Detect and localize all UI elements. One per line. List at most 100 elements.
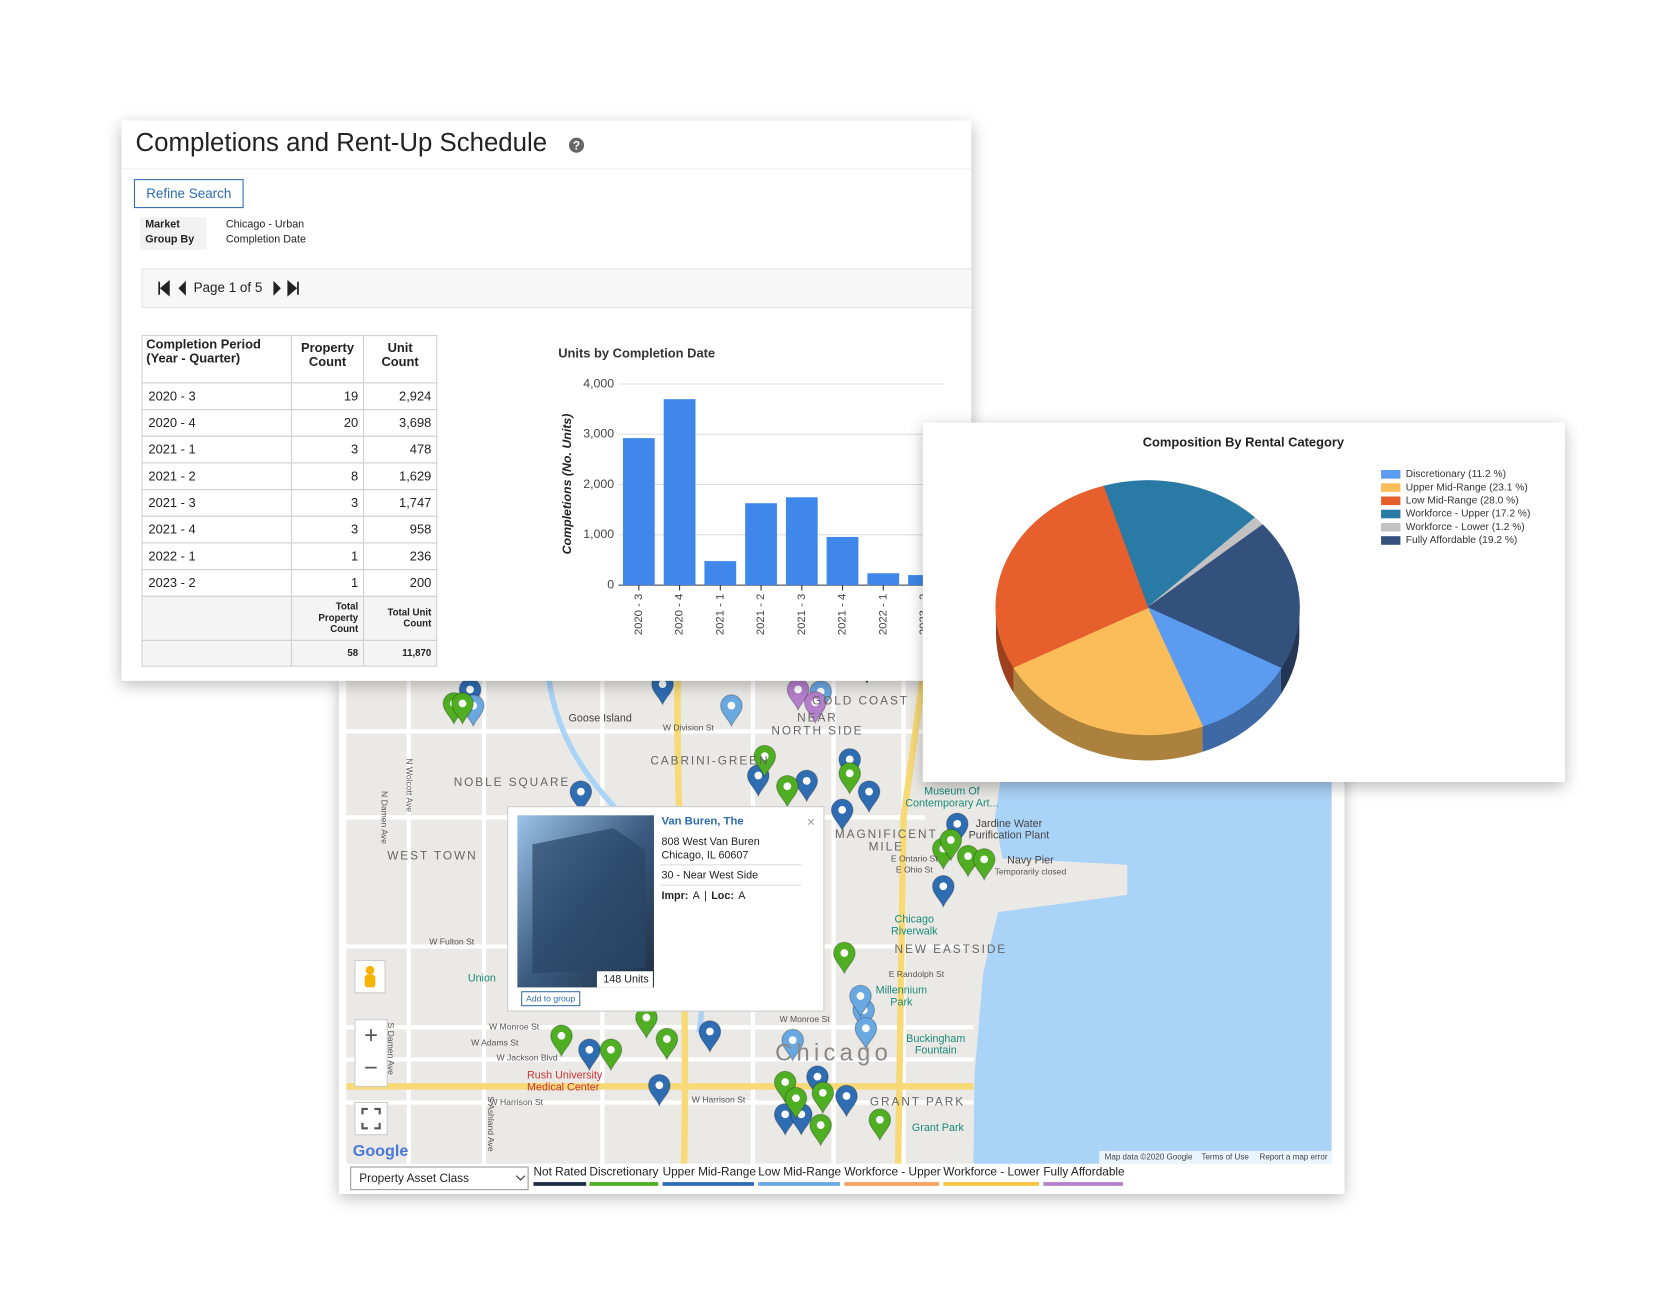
refine-label[interactable]: Refine Search: [146, 186, 231, 201]
map-pin[interactable]: [651, 675, 674, 706]
zoom-in[interactable]: +: [364, 1023, 378, 1049]
x-tick-label: 2020 - 3: [633, 594, 645, 635]
popup-close[interactable]: ×: [807, 814, 815, 830]
page-title: Completions and Rent-Up Schedule: [136, 129, 548, 157]
rating-part: |: [704, 890, 707, 902]
attribution-bg: [1099, 1150, 1332, 1164]
popup-name[interactable]: Van Buren, The: [661, 816, 743, 828]
map-label: Chicago: [895, 913, 934, 925]
table-cell: [141, 382, 293, 411]
map-label: NEAR: [797, 711, 838, 725]
table-cell: [141, 489, 293, 517]
table-value: 2023 - 2: [148, 575, 195, 590]
map-label: W Division St: [663, 722, 715, 732]
table-header: Count: [382, 354, 420, 369]
map-legend-label: Low Mid-Range: [758, 1165, 841, 1179]
schedule: Completions and Rent-Up Schedule ? Refine …: [121, 129, 972, 667]
map-pin[interactable]: [809, 1113, 832, 1147]
map-label: Purification Plant: [969, 830, 1050, 842]
map-pin-dot: [838, 806, 847, 814]
attribution[interactable]: Report a map error: [1260, 1152, 1328, 1161]
table-value: 478: [410, 442, 432, 457]
map-pin[interactable]: [550, 1024, 573, 1058]
map-label: W Monroe St: [489, 1021, 540, 1031]
table-cell: [290, 595, 365, 641]
map-pin[interactable]: [849, 984, 872, 1018]
table-value: 1,629: [399, 468, 431, 483]
map-pin[interactable]: [833, 941, 856, 975]
map-pin-dot: [727, 701, 736, 710]
table-cell: [363, 569, 438, 597]
map-pin-dot: [939, 882, 948, 891]
popup-button[interactable]: Add to group: [526, 993, 575, 1003]
zoom-control[interactable]: [354, 1019, 388, 1087]
map-pin[interactable]: [854, 1017, 878, 1051]
pie-slice: [1146, 524, 1300, 669]
table-cell: [141, 435, 293, 464]
legend-select[interactable]: [350, 1166, 529, 1191]
map-pin[interactable]: [972, 848, 996, 882]
map-pin-dot: [557, 1031, 566, 1040]
help-icon[interactable]: [568, 137, 585, 153]
map-pin[interactable]: [939, 828, 963, 862]
map-pin-dot: [818, 1088, 827, 1097]
map-pin[interactable]: [578, 1038, 601, 1072]
pie-slice: [995, 485, 1149, 668]
map-pin[interactable]: [811, 1081, 835, 1115]
map-legend-bar: [943, 1182, 1040, 1186]
table-cell: [141, 569, 293, 597]
rating-part: A: [738, 890, 746, 902]
attribution[interactable]: Terms of Use: [1201, 1152, 1249, 1161]
map-pin[interactable]: [569, 780, 593, 814]
map-pin-dot: [840, 949, 849, 957]
map-pin[interactable]: [698, 1020, 722, 1054]
map-label: N Damen Ave: [380, 791, 390, 844]
map-pin[interactable]: [599, 1038, 623, 1072]
map-pin[interactable]: [648, 1074, 671, 1108]
map-pin-dot: [655, 1081, 664, 1090]
map-label: S Ashland Ave: [486, 1096, 496, 1151]
map-pin[interactable]: [655, 1027, 679, 1061]
table-cell: [141, 639, 293, 667]
fullscreen[interactable]: [354, 1101, 388, 1136]
map-pin[interactable]: [835, 1084, 858, 1118]
map-pin[interactable]: [451, 692, 474, 726]
table-value: 2020 - 4: [148, 415, 195, 430]
pie-side: [1013, 667, 1203, 761]
table-cell: [290, 542, 365, 571]
map-pin[interactable]: [781, 1028, 805, 1062]
pager-buttons[interactable]: [158, 279, 299, 297]
map-pin[interactable]: [753, 744, 777, 778]
map-pin[interactable]: [773, 1103, 797, 1137]
table-value: 2022 - 1: [148, 548, 195, 563]
map-pin[interactable]: [857, 780, 881, 814]
map-pin[interactable]: [784, 1086, 808, 1120]
table-value: 3,698: [399, 415, 431, 430]
map-label: W Jackson Blvd: [496, 1053, 557, 1063]
table-value: 3: [351, 495, 358, 510]
map-pin[interactable]: [838, 762, 862, 796]
map-pin[interactable]: [804, 691, 827, 725]
legend-swatch: [1381, 522, 1401, 532]
pager: [141, 268, 972, 309]
y-tick-label: 0: [607, 577, 614, 591]
map-pin[interactable]: [830, 798, 854, 832]
map-pin[interactable]: [776, 775, 799, 809]
refine-button[interactable]: [133, 179, 244, 209]
map-pin-dot: [811, 698, 820, 707]
legend-select-text[interactable]: Property Asset Class: [359, 1171, 469, 1185]
map-pin[interactable]: [720, 694, 743, 728]
pie-chart: Composition By Rental Category Discretion…: [995, 435, 1530, 761]
map-pin-dot: [585, 1045, 594, 1054]
table-value: 2020 - 3: [148, 388, 195, 403]
zoom-out[interactable]: −: [364, 1055, 378, 1081]
total-value: 11,870: [402, 648, 431, 659]
map-pin[interactable]: [932, 875, 955, 909]
table-header: Property: [301, 340, 355, 355]
map-pin[interactable]: [795, 769, 818, 803]
map-label: S Damen Ave: [386, 1023, 396, 1076]
map-legend-bar: [844, 1182, 939, 1186]
pie-side: [1280, 607, 1300, 695]
add-to-group[interactable]: [521, 991, 581, 1007]
map-pin[interactable]: [868, 1108, 892, 1142]
